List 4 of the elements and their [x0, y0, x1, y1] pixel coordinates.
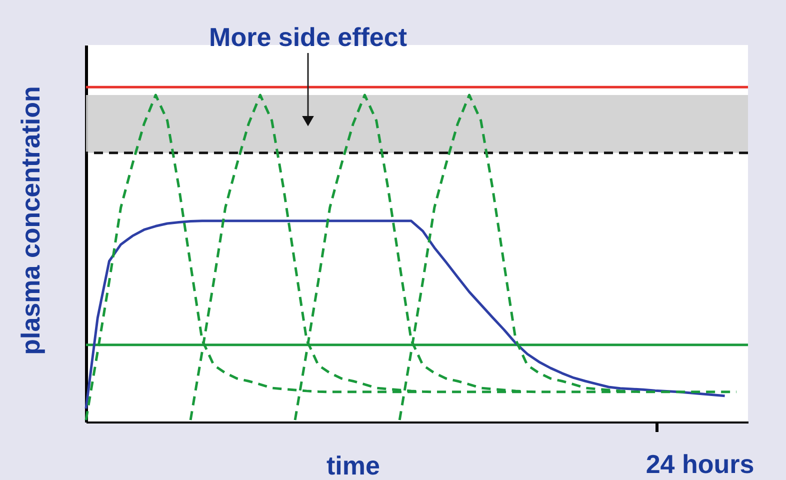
x-axis-title: time — [326, 450, 380, 480]
y-axis-title: plasma concentration — [16, 86, 46, 355]
annotation: More side effect — [209, 22, 408, 52]
text: 24 hours — [646, 449, 754, 479]
